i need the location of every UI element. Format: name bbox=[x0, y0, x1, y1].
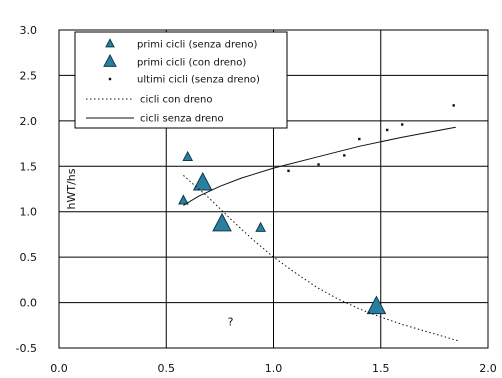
data-point-dot bbox=[317, 163, 320, 166]
y-tick-label: -0.5 bbox=[16, 342, 37, 355]
legend-label: cicli con dreno bbox=[140, 95, 213, 106]
plot-frame bbox=[58, 29, 489, 349]
y-tick-label: 2.0 bbox=[20, 115, 38, 128]
legend-symbol-triangle-small bbox=[105, 38, 115, 48]
data-point-dot bbox=[401, 123, 404, 126]
data-point-dot bbox=[287, 169, 290, 173]
x-tick-label: 0.0 bbox=[50, 362, 68, 375]
data-point-dot bbox=[385, 128, 389, 132]
data-point-dot bbox=[358, 137, 361, 141]
tick-labels: -0.5 0.0 0.5 1.0 1.5 2.0 2.5 3.0 0.0 0.5 1.0 1.5 2.0 bbox=[16, 24, 497, 375]
curve-con-dreno bbox=[183, 175, 459, 342]
data-point-dot bbox=[343, 154, 346, 157]
series-dotted-line bbox=[183, 175, 459, 342]
legend-symbol-dot bbox=[108, 77, 112, 81]
y-tick-label: 0.0 bbox=[20, 297, 38, 310]
x-tick-label: 0.5 bbox=[158, 362, 176, 375]
data-point-triangle-large bbox=[366, 295, 387, 315]
annotation-question-mark: ? bbox=[228, 315, 234, 328]
data-point-triangle-small bbox=[178, 194, 189, 205]
legend-label: cicli senza dreno bbox=[140, 114, 224, 125]
y-tick-label: 1.5 bbox=[20, 160, 38, 173]
y-tick-label: 2.5 bbox=[20, 69, 38, 82]
y-axis-label: hWT/hs bbox=[65, 168, 78, 209]
x-tick-label: 2.0 bbox=[479, 362, 497, 375]
series-solid-line bbox=[183, 126, 456, 206]
y-tick-label: 1.0 bbox=[20, 206, 38, 219]
series-triangle-small bbox=[178, 150, 266, 232]
series-dot bbox=[287, 104, 455, 173]
legend-label: ultimi cicli (senza dreno) bbox=[137, 75, 260, 86]
data-point-triangle-small bbox=[182, 150, 194, 161]
x-tick-label: 1.5 bbox=[372, 362, 390, 375]
legend: primi cicli (senza dreno) primi cicli (co… bbox=[74, 31, 288, 129]
data-point-triangle-small bbox=[255, 221, 266, 232]
series-layer bbox=[178, 104, 459, 342]
curve-senza-dreno bbox=[183, 126, 456, 206]
y-tick-label: 0.5 bbox=[20, 251, 38, 264]
series-triangle-large bbox=[192, 171, 387, 315]
data-point-triangle-large bbox=[212, 212, 232, 232]
y-tick-label: 3.0 bbox=[20, 24, 38, 37]
legend-label: primi cicli (senza dreno) bbox=[137, 40, 257, 51]
data-point-triangle-large bbox=[192, 171, 213, 191]
legend-label: primi cicli (con dreno) bbox=[137, 58, 246, 69]
x-tick-label: 1.0 bbox=[265, 362, 283, 375]
legend-symbol-triangle-large bbox=[103, 53, 117, 67]
data-point-dot bbox=[452, 104, 455, 107]
